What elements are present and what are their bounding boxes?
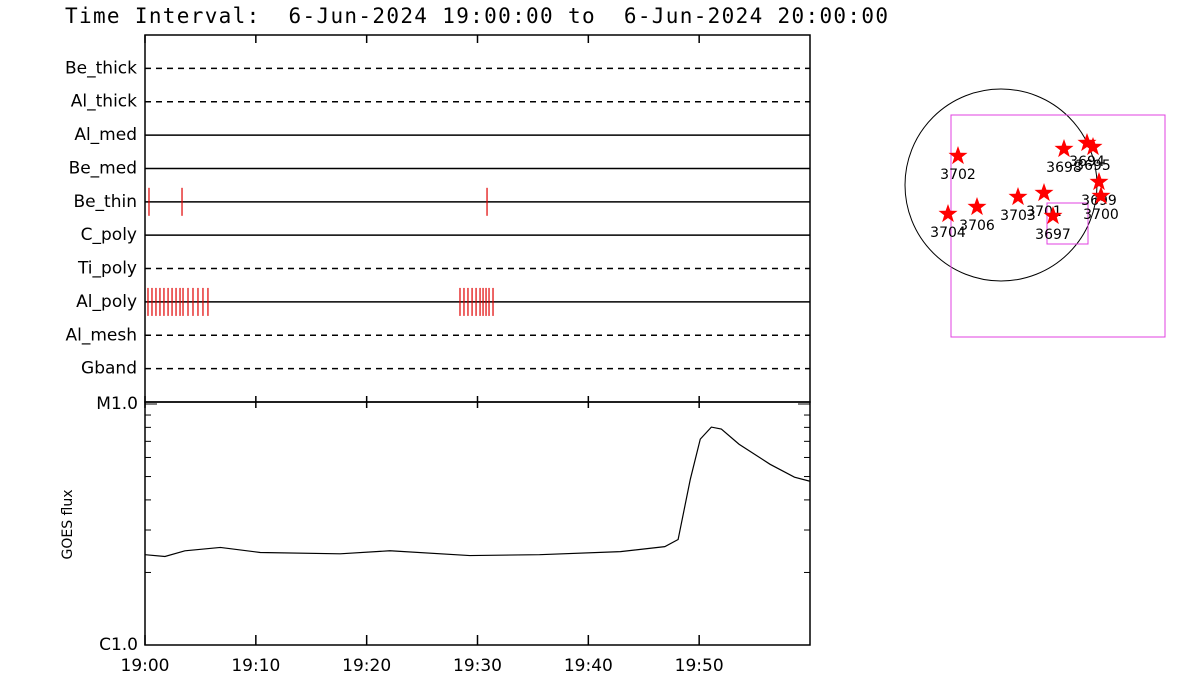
field-of-view [950,114,1166,338]
filter-label: Ti_poly [77,259,137,279]
region-star [1089,172,1109,191]
x-tick-label: 19:30 [453,656,502,676]
solar-disk [904,88,1098,282]
region-star [1008,187,1028,206]
region-label: 3695 [1075,158,1111,174]
x-tick-label: 19:50 [675,656,724,676]
region-star [1054,139,1074,158]
field-of-view [1046,202,1089,245]
region-star [1083,137,1103,156]
filter-label: Al_thick [71,92,137,112]
region-label: 3703 [1000,208,1036,224]
x-tick-label: 19:10 [231,656,280,676]
region-label: 3706 [959,218,995,234]
filter-label: Be_thin [73,192,137,212]
region-star [1034,183,1054,202]
x-tick-label: 19:20 [342,656,391,676]
flux-frame [144,401,811,646]
x-tick-label: 19:00 [121,656,170,676]
region-label: 3700 [1083,207,1119,223]
filter-label: Al_mesh [65,325,137,345]
region-star [938,204,958,223]
region-star [967,197,987,216]
filter-label: Be_thick [65,58,137,78]
filter-label: Be_med [69,158,137,178]
x-tick-label: 19:40 [564,656,613,676]
chart-title: Time Interval: 6-Jun-2024 19:00:00 to 6-… [65,4,888,28]
y-tick-label: C1.0 [99,635,138,655]
y-axis-label: GOES flux [60,489,76,559]
filter-label: C_poly [81,225,137,245]
region-star [948,146,968,165]
region-label: 3694 [1069,154,1105,170]
region-label: 3704 [930,225,966,241]
filter-label: Gband [81,359,137,379]
region-label: 3702 [940,167,976,183]
event-frame [144,34,811,403]
region-star [1077,133,1097,152]
filter-label: Al_poly [76,292,137,312]
region-star [1043,206,1063,225]
region-label: 3698 [1046,160,1082,176]
filter-label: Al_med [74,125,137,145]
region-label: 3697 [1035,227,1071,243]
region-star [1091,186,1111,205]
flux-line [144,426,811,558]
y-tick-label: M1.0 [96,394,138,414]
